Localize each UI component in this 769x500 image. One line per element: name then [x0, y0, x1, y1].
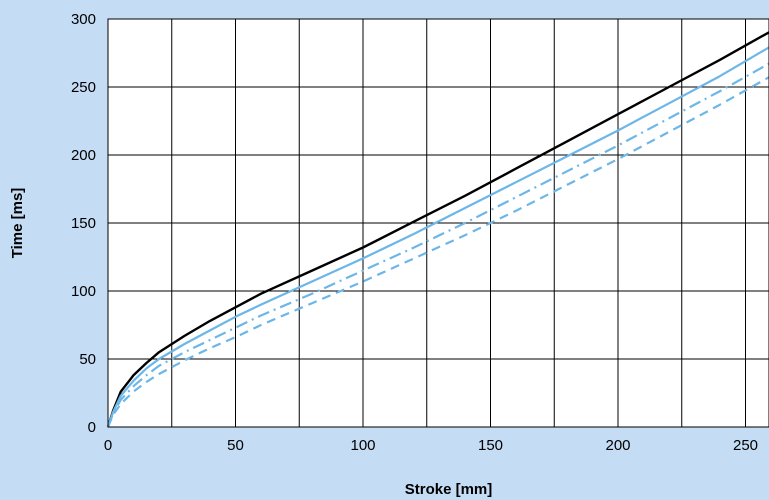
y-tick-label: 50	[79, 351, 96, 368]
x-tick-label: 50	[227, 437, 244, 454]
y-tick-labels: 0 50 100 150 200 250 300	[71, 11, 96, 436]
y-tick-label: 200	[71, 147, 96, 164]
plot-border	[107, 18, 769, 428]
y-tick-label: 250	[71, 79, 96, 96]
series-line-1	[106, 30, 769, 428]
series-line-2	[106, 46, 769, 428]
series-group	[106, 30, 769, 428]
grid	[108, 19, 769, 427]
y-axis-label: Time [ms]	[9, 188, 26, 259]
y-tick-label: 300	[71, 11, 96, 28]
x-tick-label: 250	[733, 437, 758, 454]
x-axis-label: Stroke [mm]	[405, 481, 493, 498]
y-tick-label: 0	[88, 419, 96, 436]
x-tick-label: 0	[104, 437, 112, 454]
x-tick-label: 150	[478, 437, 503, 454]
x-tick-labels: 0 50 100 150 200 250	[104, 437, 758, 454]
y-tick-label: 100	[71, 283, 96, 300]
x-tick-label: 100	[350, 437, 375, 454]
series-line-3	[106, 62, 769, 428]
series-line-4	[106, 75, 769, 428]
y-tick-label: 150	[71, 215, 96, 232]
x-tick-label: 200	[605, 437, 630, 454]
